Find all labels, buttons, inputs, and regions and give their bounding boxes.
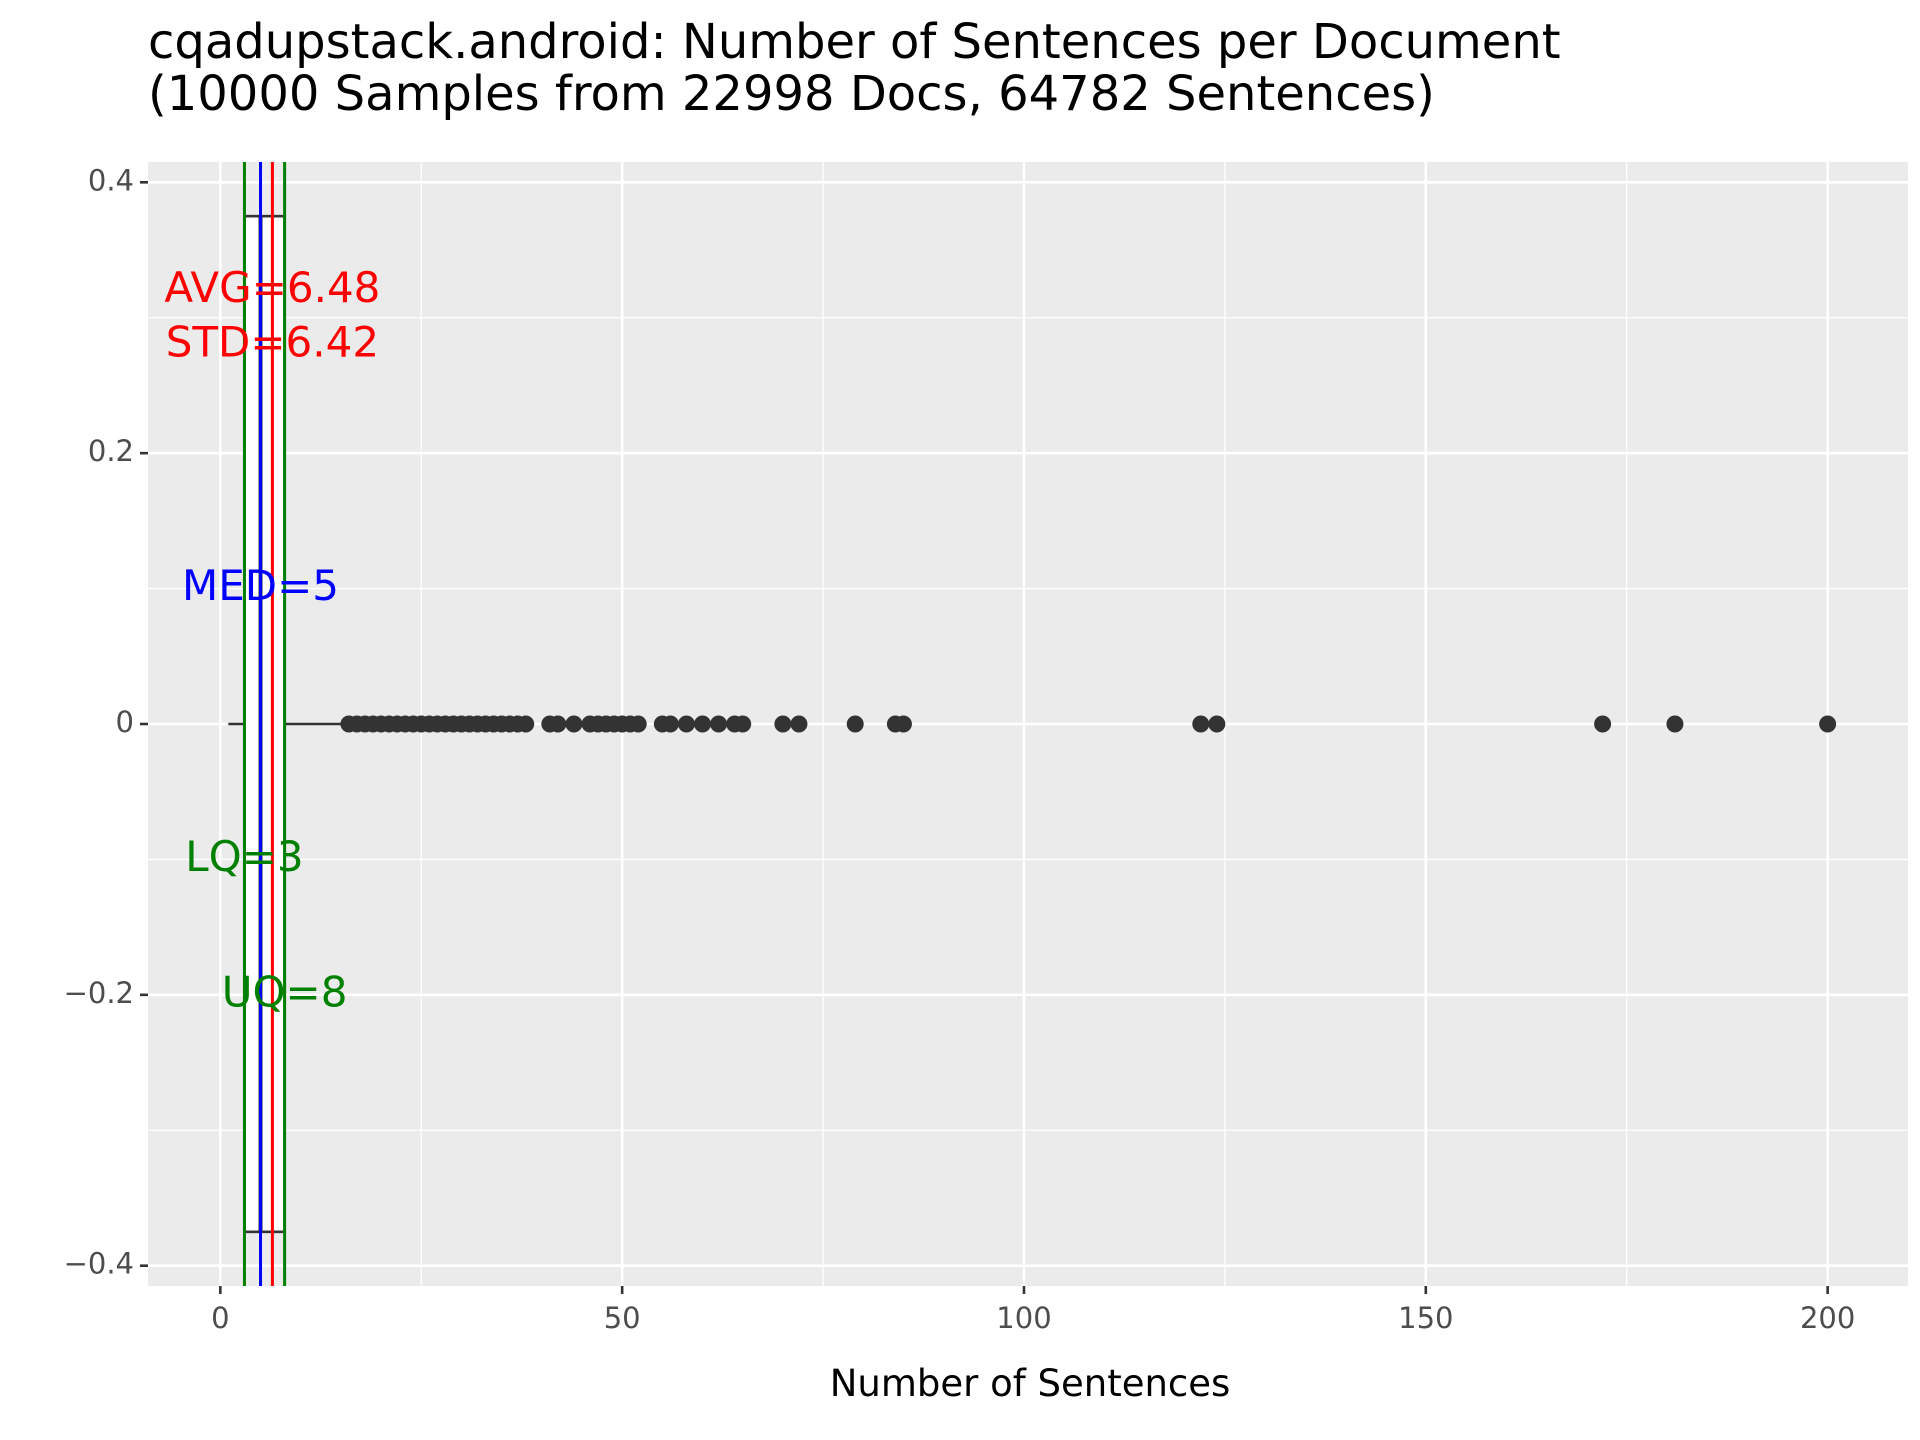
outlier-point [1208, 715, 1226, 733]
chart-subtitle: (10000 Samples from 22998 Docs, 64782 Se… [148, 66, 1435, 122]
outlier-point [1666, 715, 1684, 733]
y-tick-label: 0.2 [88, 434, 134, 468]
y-tick-label: −0.4 [64, 1247, 134, 1281]
outlier-point [517, 715, 535, 733]
outlier-point [661, 715, 679, 733]
x-tick-label: 150 [1398, 1301, 1453, 1335]
y-tick-label: 0.4 [88, 163, 134, 197]
chart-title: cqadupstack.android: Number of Sentences… [148, 14, 1561, 70]
x-tick-label: 50 [604, 1301, 641, 1335]
axes: 0 50 100 150 200 0.4 0.2 0 −0.2 −0.4 [64, 163, 1856, 1335]
outlier-point [894, 715, 912, 733]
outlier-point [694, 715, 712, 733]
y-tick-label: 0 [116, 705, 134, 739]
annotation-lq: LQ=3 [185, 832, 303, 881]
grid-layer [148, 162, 1908, 1286]
annotation-med: MED=5 [182, 561, 339, 610]
outlier-point [565, 715, 583, 733]
outlier-point [629, 715, 647, 733]
outlier-point [677, 715, 695, 733]
x-tick-label: 200 [1800, 1301, 1855, 1335]
outlier-point [710, 715, 728, 733]
annotation-uq: UQ=8 [222, 967, 348, 1016]
outlier-point [1192, 715, 1210, 733]
outlier-point [1819, 715, 1837, 733]
x-axis-title: Number of Sentences [830, 1362, 1231, 1405]
box-iqr [243, 214, 286, 1234]
outlier-point [549, 715, 567, 733]
y-tick-label: −0.2 [64, 976, 134, 1010]
annotation-avg: AVG=6.48 [164, 263, 380, 312]
annotation-std: STD=6.42 [166, 317, 379, 366]
outlier-points [340, 715, 1837, 733]
reference-lines [242, 162, 287, 1286]
outlier-point [1594, 715, 1612, 733]
outlier-point [734, 715, 752, 733]
x-tick-label: 0 [211, 1301, 229, 1335]
annotations: AVG=6.48 STD=6.42 MED=5 LQ=3 UQ=8 [164, 263, 380, 1016]
outlier-point [846, 715, 864, 733]
outlier-point [774, 715, 792, 733]
x-tick-label: 100 [996, 1301, 1051, 1335]
outlier-point [790, 715, 808, 733]
